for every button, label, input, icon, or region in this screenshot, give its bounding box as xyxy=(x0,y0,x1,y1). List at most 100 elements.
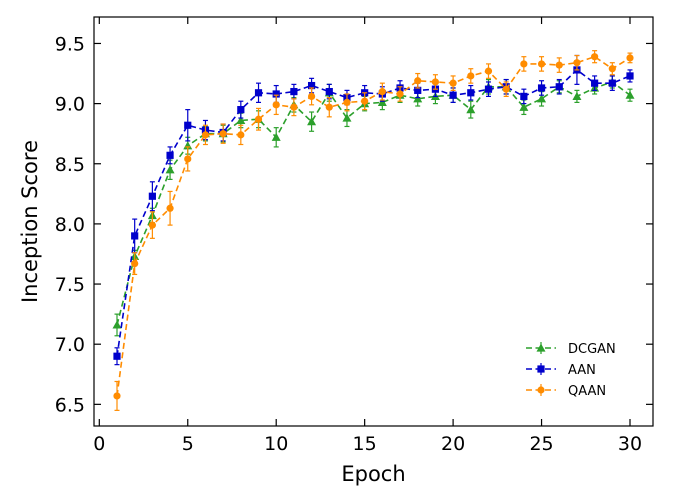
dcgan-point xyxy=(377,97,387,107)
qaan-point xyxy=(290,103,298,111)
aan-point xyxy=(307,81,316,90)
plot-frame xyxy=(93,16,654,427)
qaan-point xyxy=(484,67,493,75)
qaan-point xyxy=(184,155,192,163)
y-tick-label: 8.5 xyxy=(55,154,85,176)
aan-point xyxy=(325,87,333,96)
aan-point xyxy=(555,83,563,91)
qaan-point xyxy=(219,130,227,138)
legend-label: DCGAN xyxy=(568,342,616,357)
aan-point xyxy=(467,89,475,97)
dcgan-point xyxy=(271,132,281,141)
aan-point xyxy=(184,121,192,129)
y-tick-label: 8.0 xyxy=(55,214,85,236)
dcgan-point xyxy=(466,105,476,114)
aan-point xyxy=(131,232,139,240)
aan-point xyxy=(254,89,263,97)
dcgan-point xyxy=(413,94,423,103)
aan-point xyxy=(166,151,174,159)
qaan-point xyxy=(502,85,510,93)
plot-border xyxy=(93,16,654,427)
qaan-point xyxy=(449,79,457,87)
y-tick-label: 9.0 xyxy=(55,94,85,116)
x-tick-label: 20 xyxy=(441,433,465,455)
qaan-point xyxy=(343,98,351,107)
qaan-point xyxy=(396,90,404,98)
aan-point xyxy=(272,90,280,98)
qaan-point xyxy=(113,392,121,400)
y-axis-label: Inception Score xyxy=(18,140,42,303)
legend-entry-dcgan: DCGAN xyxy=(526,342,616,357)
legend-marker xyxy=(537,386,545,394)
x-tick-label: 5 xyxy=(182,433,194,455)
dcgan-point xyxy=(112,320,122,329)
legend-label: AAN xyxy=(568,363,596,378)
legend-marker xyxy=(536,343,546,352)
legend-marker xyxy=(537,365,545,373)
dcgan-point xyxy=(307,117,317,126)
x-tick-label: 25 xyxy=(529,433,553,455)
qaan-point xyxy=(608,65,616,73)
x-tick-label: 0 xyxy=(93,433,105,455)
qaan-point xyxy=(272,101,280,109)
x-tick-label: 30 xyxy=(618,433,642,455)
dcgan-point xyxy=(572,91,582,100)
legend-entry-qaan: QAAN xyxy=(526,384,606,399)
qaan-point xyxy=(573,59,581,67)
aan-point xyxy=(237,106,245,114)
y-tick-label: 9.5 xyxy=(55,33,85,55)
legend-entry-aan: AAN xyxy=(526,363,596,378)
aan-point xyxy=(414,86,422,94)
aan-point xyxy=(148,192,156,200)
qaan-point xyxy=(555,61,563,69)
series-dcgan xyxy=(112,75,635,337)
legend: DCGAN AAN QAAN xyxy=(526,342,616,399)
aan-point xyxy=(608,79,616,87)
qaan-point xyxy=(626,54,634,62)
qaan-point xyxy=(166,204,174,212)
qaan-point xyxy=(131,260,139,268)
y-tick-label: 7.5 xyxy=(55,274,85,296)
series-layer xyxy=(112,50,635,411)
qaan-point xyxy=(467,72,475,80)
qaan-point xyxy=(254,115,263,123)
qaan-point xyxy=(520,60,528,68)
qaan-point xyxy=(237,131,245,139)
aan-point xyxy=(113,352,121,360)
dcgan-point xyxy=(519,102,529,111)
dcgan-point xyxy=(537,94,547,103)
aan-point xyxy=(484,85,493,93)
aan-point xyxy=(591,79,599,87)
aan-point xyxy=(290,87,298,96)
series-qaan xyxy=(113,50,634,411)
x-tick-label: 15 xyxy=(353,433,377,455)
dcgan-point xyxy=(236,115,246,125)
qaan-point xyxy=(431,78,440,86)
y-tick-label: 7.0 xyxy=(55,334,85,356)
dcgan-point xyxy=(342,113,352,122)
qaan-point xyxy=(148,221,156,229)
dcgan-line xyxy=(116,81,631,326)
aan-point xyxy=(449,91,457,99)
x-tick-label: 10 xyxy=(264,433,288,455)
dcgan-point xyxy=(625,90,635,99)
aan-point xyxy=(537,84,546,92)
qaan-point xyxy=(591,53,599,61)
qaan-point xyxy=(414,77,422,85)
qaan-point xyxy=(361,97,369,105)
axis-ticks: 0 5 10 15 20 25 30 6.5 7.0 7.5 8.0 8.5 9.0 9.5 xyxy=(55,17,653,455)
qaan-point xyxy=(325,103,333,111)
qaan-line xyxy=(116,55,631,397)
qaan-point xyxy=(201,131,210,139)
aan-line xyxy=(116,68,631,357)
dcgan-point xyxy=(165,165,175,174)
legend-label: QAAN xyxy=(568,384,606,399)
x-axis-label: Epoch xyxy=(341,462,405,486)
qaan-point xyxy=(537,60,546,68)
aan-point xyxy=(520,92,528,100)
y-tick-label: 6.5 xyxy=(55,394,85,416)
qaan-point xyxy=(378,87,386,96)
qaan-point xyxy=(307,92,316,100)
